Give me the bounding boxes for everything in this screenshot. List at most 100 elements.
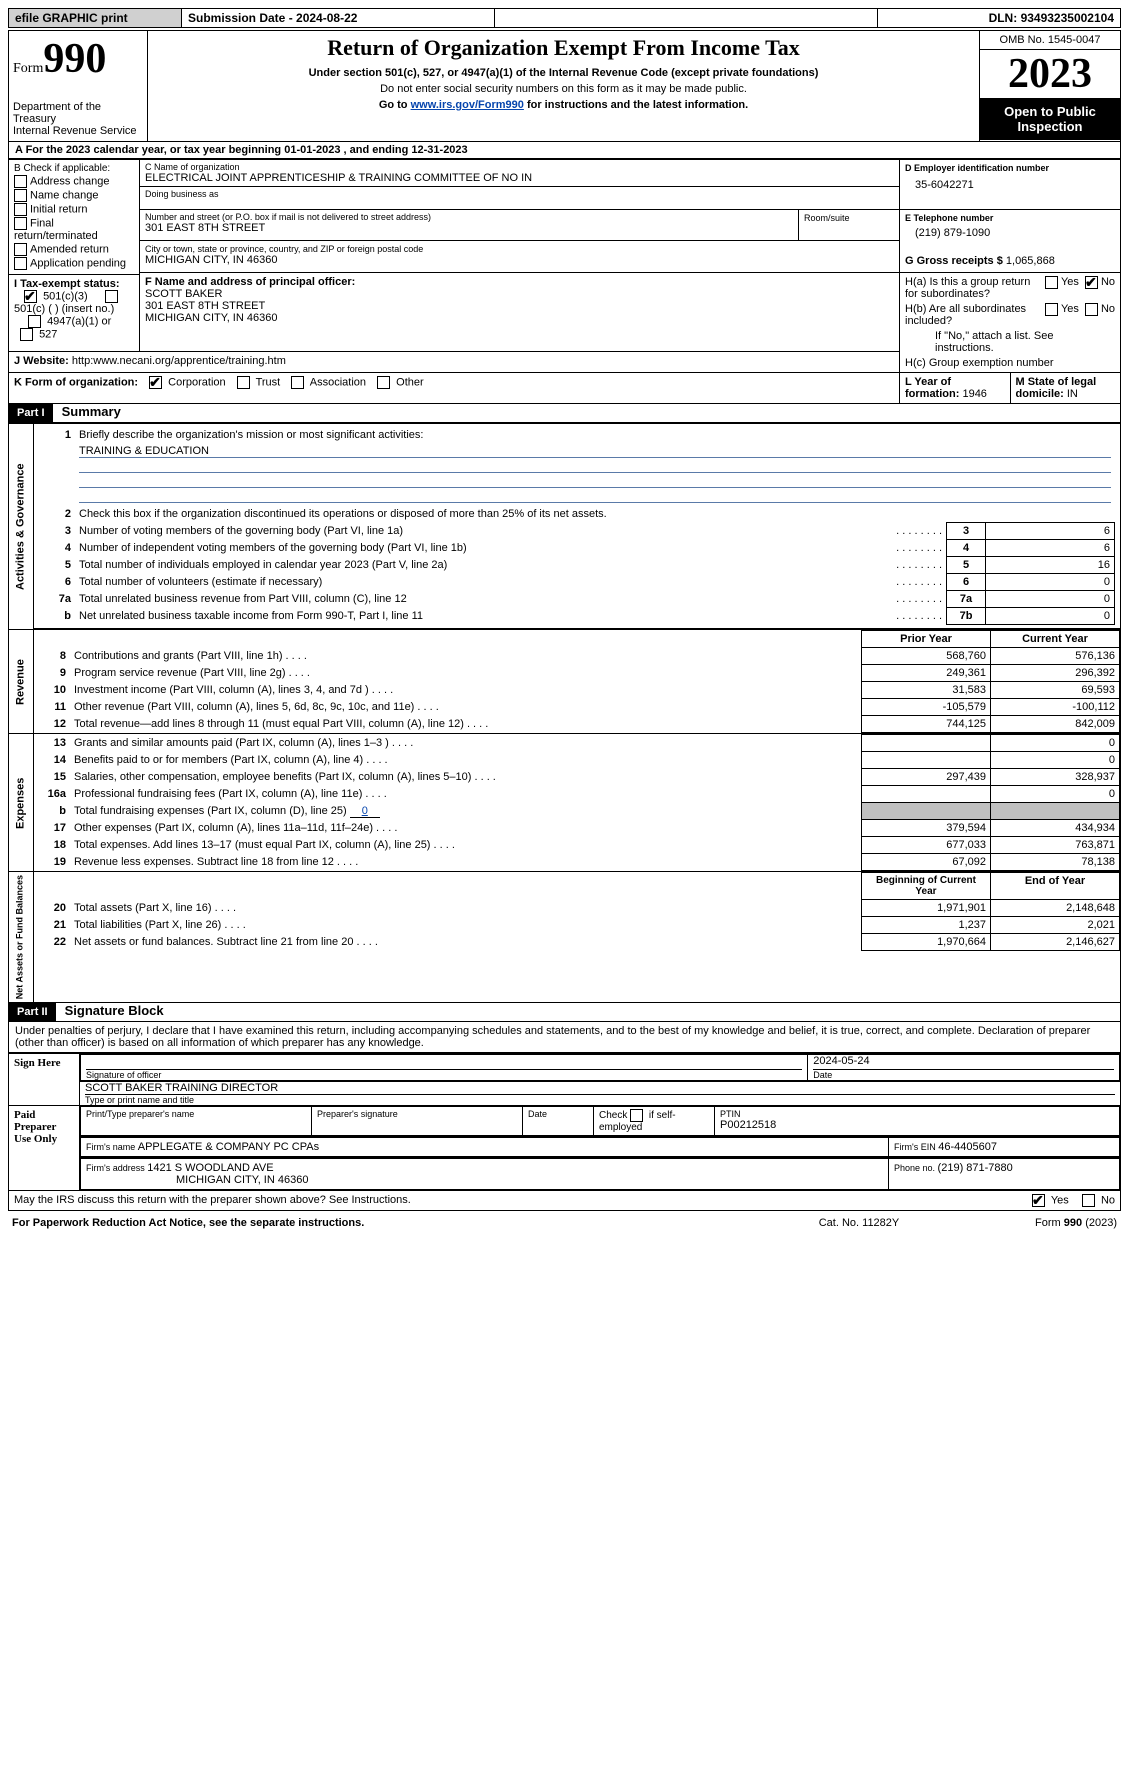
j-label: J Website:: [14, 355, 72, 367]
row-box: 7a: [947, 591, 986, 608]
cb-ha-yes[interactable]: [1045, 276, 1058, 289]
cb-address-change[interactable]: [14, 175, 27, 188]
phone: (219) 871-7880: [938, 1162, 1013, 1174]
cb-app-pending[interactable]: [14, 257, 27, 270]
cb-501c[interactable]: [105, 290, 118, 303]
subtitle-1: Under section 501(c), 527, or 4947(a)(1)…: [152, 67, 975, 79]
sig-row1: Signature of officer 2024-05-24 Date: [80, 1054, 1121, 1082]
cb-4947[interactable]: [28, 315, 41, 328]
cb-527[interactable]: [20, 328, 33, 341]
l-label: L Year of formation:: [905, 376, 962, 400]
e-label: E Telephone number: [905, 213, 1115, 223]
form-num: 990: [43, 36, 106, 82]
row-current: 763,871: [991, 837, 1120, 854]
form-word: Form: [13, 61, 43, 76]
row-prior: 379,594: [862, 820, 991, 837]
cb-other[interactable]: [377, 376, 390, 389]
row-text: Net unrelated business taxable income fr…: [75, 608, 947, 625]
firm-name-label: Firm's name: [86, 1142, 138, 1152]
c-name: ELECTRICAL JOINT APPRENTICESHIP & TRAINI…: [145, 172, 894, 184]
row-val: 0: [986, 608, 1115, 625]
row-num: 10: [34, 682, 70, 699]
d-value: 35-6042271: [905, 179, 1115, 191]
sig-date: 2024-05-24: [813, 1055, 1114, 1070]
side-rev: Revenue: [9, 630, 34, 734]
irs-link[interactable]: www.irs.gov/Form990: [411, 99, 524, 111]
subtitle-3: Go to www.irs.gov/Form990 for instructio…: [152, 99, 975, 111]
submission-cell: Submission Date - 2024-08-22: [182, 9, 495, 28]
hc-label: H(c) Group exemption number: [905, 357, 1115, 369]
row-num: 4: [39, 540, 75, 557]
sub3-pre: Go to: [379, 99, 411, 111]
c-addr-label: Number and street (or P.O. box if mail i…: [145, 212, 793, 222]
exp-content: 13 Grants and similar amounts paid (Part…: [34, 734, 1121, 872]
line-lm: L Year of formation: 1946 M State of leg…: [900, 373, 1121, 404]
n1: 1: [39, 427, 75, 443]
cb-hb-no[interactable]: [1085, 303, 1098, 316]
cb-discuss-yes[interactable]: [1032, 1194, 1045, 1207]
line-a-begin: 01-01-2023: [284, 144, 340, 156]
footer-right: Form 990 (2023): [963, 1215, 1121, 1231]
line-j: J Website: http:www.necani.org/apprentic…: [9, 352, 900, 373]
cb-corp[interactable]: [149, 376, 162, 389]
signature-block: Sign Here Signature of officer 2024-05-2…: [8, 1053, 1121, 1211]
header-block: Form990 Department of the Treasury Inter…: [8, 30, 1121, 142]
dln-cell: DLN: 93493235002104: [878, 9, 1121, 28]
cb-assoc[interactable]: [291, 376, 304, 389]
row-num: b: [39, 608, 75, 625]
c-city-label: City or town, state or province, country…: [145, 244, 894, 254]
row-prior: 1,237: [862, 917, 991, 934]
i-o3: 4947(a)(1) or: [47, 316, 111, 328]
row-prior: 568,760: [862, 648, 991, 665]
i-o4: 527: [39, 329, 57, 341]
l16b: Total fundraising expenses (Part IX, col…: [70, 803, 862, 820]
box-c-top: C Name of organization ELECTRICAL JOINT …: [140, 160, 900, 210]
k-o2: Trust: [256, 376, 281, 388]
cb-ha-no[interactable]: [1085, 276, 1098, 289]
cb-final-return[interactable]: [14, 217, 27, 230]
c-addr: 301 EAST 8TH STREET: [145, 222, 793, 234]
row-prior: [862, 786, 991, 803]
row-prior: 67,092: [862, 854, 991, 871]
cb-name-change[interactable]: [14, 189, 27, 202]
side-exp: Expenses: [9, 734, 34, 872]
dept-label: Department of the Treasury Internal Reve…: [13, 101, 143, 137]
f-label: F Name and address of principal officer:: [145, 276, 355, 288]
c-room-label: Room/suite: [804, 213, 894, 223]
l16b-val[interactable]: 0: [362, 805, 368, 817]
row-current: 328,937: [991, 769, 1120, 786]
cb-hb-yes[interactable]: [1045, 303, 1058, 316]
l1-text: Briefly describe the organization's miss…: [75, 427, 1115, 443]
col-current: Current Year: [991, 631, 1120, 648]
form-number-cell: Form990 Department of the Treasury Inter…: [9, 31, 148, 142]
cb-501c3[interactable]: [24, 290, 37, 303]
firm-ein: 46-4405607: [938, 1141, 997, 1153]
cb-initial-return[interactable]: [14, 203, 27, 216]
dln-label: DLN:: [989, 11, 1021, 25]
cb-trust[interactable]: [237, 376, 250, 389]
row-prior: 249,361: [862, 665, 991, 682]
row-prior: 1,971,901: [862, 900, 991, 917]
line-k: K Form of organization: Corporation Trus…: [9, 373, 900, 404]
row-current: 2,148,648: [991, 900, 1120, 917]
type-label: Type or print name and title: [85, 1095, 1115, 1105]
discuss-row: May the IRS discuss this return with the…: [9, 1191, 1121, 1211]
line-a: A For the 2023 calendar year, or tax yea…: [8, 142, 1121, 159]
row-prior: [862, 735, 991, 752]
box-c-room: Room/suite: [799, 210, 900, 241]
lbl-initial-return: Initial return: [30, 203, 87, 215]
net-content: Beginning of Current Year End of Year 20…: [34, 872, 1121, 1003]
perjury-text: Under penalties of perjury, I declare th…: [8, 1022, 1121, 1053]
row-current: 576,136: [991, 648, 1120, 665]
sub3-post: for instructions and the latest informat…: [524, 99, 748, 111]
l-val: 1946: [962, 388, 986, 400]
firm-addr-label: Firm's address: [86, 1163, 147, 1173]
cb-self-emp[interactable]: [630, 1109, 643, 1122]
part2-tag: Part II: [9, 1003, 56, 1021]
cb-discuss-no[interactable]: [1082, 1194, 1095, 1207]
p-sig-label: Preparer's signature: [317, 1109, 517, 1119]
p-date-label: Date: [528, 1109, 588, 1119]
row-num: 22: [34, 934, 70, 951]
firm-addr2: MICHIGAN CITY, IN 46360: [86, 1174, 883, 1186]
cb-amended[interactable]: [14, 243, 27, 256]
